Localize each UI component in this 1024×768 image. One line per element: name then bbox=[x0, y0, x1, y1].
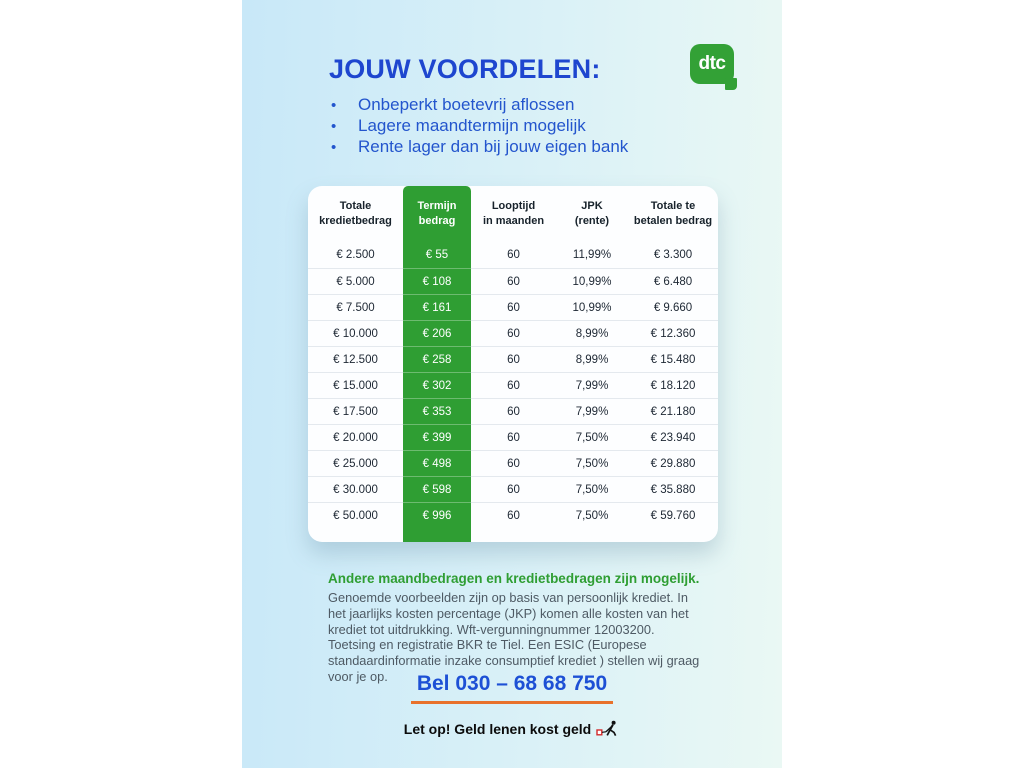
table-cell: € 35.880 bbox=[628, 476, 718, 502]
credit-warning-row: Let op! Geld lenen kost geld bbox=[242, 720, 782, 739]
table-cell: € 10.000 bbox=[308, 320, 403, 346]
loan-table: Totale kredietbedrag Termijn bedrag Looptijd… bbox=[308, 186, 718, 528]
table-cell: 8,99% bbox=[556, 346, 628, 372]
table-cell: € 399 bbox=[403, 424, 471, 450]
phone-cta-row: Bel 030 – 68 68 750 bbox=[242, 672, 782, 704]
column-header: JPK (rente) bbox=[574, 200, 610, 227]
table-cell: € 3.300 bbox=[653, 249, 693, 261]
logo-text: dtc bbox=[698, 53, 727, 74]
table-cell: € 9.660 bbox=[628, 294, 718, 320]
highlight-column-background bbox=[403, 186, 471, 542]
table-cell: € 996 bbox=[403, 502, 471, 528]
column-header: Totale te betalen bedrag bbox=[633, 200, 713, 227]
table-cell: € 2.500 bbox=[336, 249, 375, 261]
table-cell: 60 bbox=[471, 424, 556, 450]
footer-highlight: Andere maandbedragen en kredietbedragen … bbox=[328, 571, 700, 586]
dtc-logo: dtc bbox=[690, 44, 737, 90]
list-item: • Rente lager dan bij jouw eigen bank bbox=[331, 137, 628, 158]
list-item: • Lagere maandtermijn mogelijk bbox=[331, 116, 628, 137]
table-cell: € 20.000 bbox=[308, 424, 403, 450]
table-cell: € 258 bbox=[403, 346, 471, 372]
table-cell: 60 bbox=[471, 268, 556, 294]
table-cell: 60 bbox=[471, 476, 556, 502]
table-cell: € 7.500 bbox=[308, 294, 403, 320]
table-row: € 12.500 € 258 60 8,99% € 15.480 bbox=[308, 346, 718, 372]
table-row: € 5.000 € 108 60 10,99% € 6.480 bbox=[308, 268, 718, 294]
table-cell: € 23.940 bbox=[628, 424, 718, 450]
table-cell: € 498 bbox=[403, 450, 471, 476]
table-cell: 7,50% bbox=[556, 450, 628, 476]
table-cell: 10,99% bbox=[556, 294, 628, 320]
table-cell: 10,99% bbox=[556, 268, 628, 294]
table-cell: € 598 bbox=[403, 476, 471, 502]
benefit-text: Onbeperkt boetevrij aflossen bbox=[358, 95, 575, 114]
loan-table-card: Totale kredietbedrag Termijn bedrag Looptijd… bbox=[308, 186, 718, 542]
table-row: € 50.000 € 996 60 7,50% € 59.760 bbox=[308, 502, 718, 528]
bullet-icon: • bbox=[331, 97, 337, 114]
table-row: € 20.000 € 399 60 7,50% € 23.940 bbox=[308, 424, 718, 450]
table-row: € 10.000 € 206 60 8,99% € 12.360 bbox=[308, 320, 718, 346]
credit-warning: Let op! Geld lenen kost geld bbox=[404, 720, 620, 737]
column-header: Looptijd in maanden bbox=[482, 200, 545, 227]
logo-speech-tail bbox=[725, 78, 737, 90]
table-cell: € 25.000 bbox=[308, 450, 403, 476]
table-cell: € 161 bbox=[403, 294, 471, 320]
table-row: € 7.500 € 161 60 10,99% € 9.660 bbox=[308, 294, 718, 320]
benefit-text: Lagere maandtermijn mogelijk bbox=[358, 116, 586, 135]
table-cell: € 6.480 bbox=[628, 268, 718, 294]
table-cell: € 29.880 bbox=[628, 450, 718, 476]
table-cell: 60 bbox=[471, 320, 556, 346]
table-row: € 25.000 € 498 60 7,50% € 29.880 bbox=[308, 450, 718, 476]
ball-and-chain-icon bbox=[596, 720, 617, 736]
table-cell: € 21.180 bbox=[628, 398, 718, 424]
column-header: Termijn bedrag bbox=[417, 200, 457, 227]
table-cell: € 30.000 bbox=[308, 476, 403, 502]
table-row: € 2.500 € 55 60 11,99% € 3.300 bbox=[308, 242, 718, 268]
table-cell: € 15.480 bbox=[628, 346, 718, 372]
column-header: Totale kredietbedrag bbox=[319, 200, 392, 227]
table-row: € 30.000 € 598 60 7,50% € 35.880 bbox=[308, 476, 718, 502]
table-cell: 7,50% bbox=[556, 502, 628, 528]
page-title: JOUW VOORDELEN: bbox=[329, 54, 601, 84]
table-row: € 15.000 € 302 60 7,99% € 18.120 bbox=[308, 372, 718, 398]
table-cell: € 108 bbox=[403, 268, 471, 294]
table-cell: 7,99% bbox=[556, 398, 628, 424]
table-cell: 7,50% bbox=[556, 424, 628, 450]
table-cell: € 17.500 bbox=[308, 398, 403, 424]
table-cell: € 50.000 bbox=[308, 502, 403, 528]
bullet-icon: • bbox=[331, 139, 337, 156]
table-cell: € 55 bbox=[425, 249, 449, 261]
table-row: € 17.500 € 353 60 7,99% € 21.180 bbox=[308, 398, 718, 424]
table-cell: € 18.120 bbox=[628, 372, 718, 398]
table-cell: 7,99% bbox=[556, 372, 628, 398]
table-cell: € 59.760 bbox=[628, 502, 718, 528]
disclaimer-text: Genoemde voorbeelden zijn op basis van p… bbox=[328, 590, 700, 684]
credit-warning-text: Let op! Geld lenen kost geld bbox=[403, 720, 592, 737]
table-cell: 60 bbox=[471, 450, 556, 476]
table-cell: 60 bbox=[471, 372, 556, 398]
table-cell: € 302 bbox=[403, 372, 471, 398]
table-cell: 60 bbox=[471, 346, 556, 372]
table-cell: € 5.000 bbox=[308, 268, 403, 294]
table-cell: 8,99% bbox=[556, 320, 628, 346]
bullet-icon: • bbox=[331, 118, 337, 135]
table-cell: € 12.500 bbox=[308, 346, 403, 372]
table-header-row: Totale kredietbedrag Termijn bedrag Looptijd… bbox=[308, 186, 718, 242]
table-cell: 7,50% bbox=[556, 476, 628, 502]
table-cell: € 353 bbox=[403, 398, 471, 424]
table-cell: 60 bbox=[471, 502, 556, 528]
table-cell: 60 bbox=[471, 398, 556, 424]
table-cell: € 15.000 bbox=[308, 372, 403, 398]
table-body: € 2.500 € 55 60 11,99% € 3.300 € 5.000 € 108 60… bbox=[308, 242, 718, 528]
benefit-text: Rente lager dan bij jouw eigen bank bbox=[358, 137, 629, 156]
table-cell: 11,99% bbox=[572, 249, 612, 261]
list-item: • Onbeperkt boetevrij aflossen bbox=[331, 95, 628, 116]
table-cell: 60 bbox=[471, 294, 556, 320]
phone-link[interactable]: Bel 030 – 68 68 750 bbox=[410, 672, 614, 704]
table-cell: € 206 bbox=[403, 320, 471, 346]
table-cell: 60 bbox=[507, 249, 520, 261]
benefits-list: • Onbeperkt boetevrij aflossen • Lagere … bbox=[331, 95, 628, 158]
table-cell: € 12.360 bbox=[628, 320, 718, 346]
